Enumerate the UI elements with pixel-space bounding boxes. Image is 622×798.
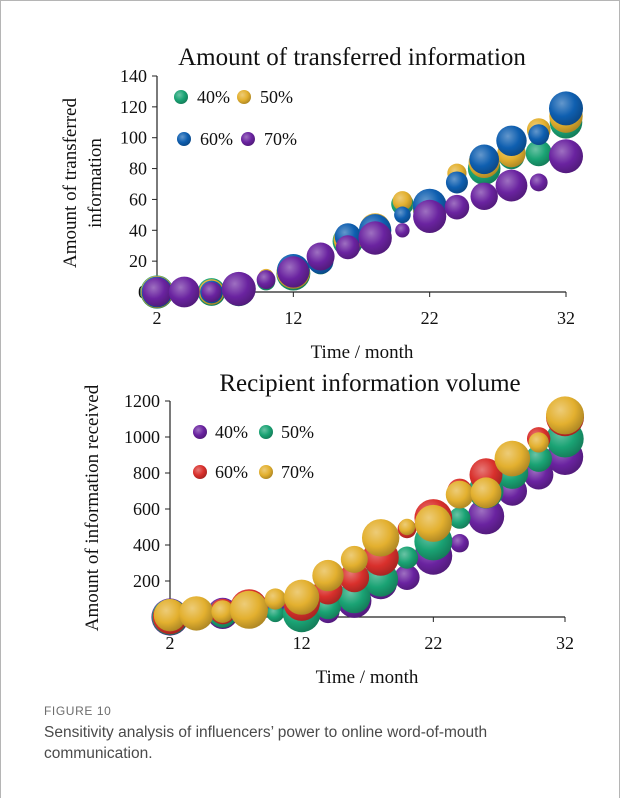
data-point — [395, 546, 419, 569]
legend-marker — [241, 132, 255, 146]
data-point — [266, 604, 285, 623]
data-point — [142, 277, 172, 307]
data-point — [528, 432, 549, 453]
y-tick-label: 80 — [129, 159, 147, 179]
data-point — [470, 477, 502, 509]
data-point — [394, 206, 411, 224]
y-tick-label: 400 — [133, 535, 160, 555]
legend-label: 50% — [281, 422, 314, 442]
y-tick-label: 60 — [129, 189, 147, 209]
data-point — [395, 223, 410, 238]
y-tick-label: 20 — [129, 251, 147, 271]
legend-label: 70% — [264, 129, 297, 149]
data-point — [525, 140, 552, 167]
legend-marker — [259, 465, 273, 479]
data-point — [230, 590, 268, 629]
y-tick-label: 40 — [129, 220, 147, 240]
data-point — [528, 124, 550, 146]
data-point — [201, 282, 222, 302]
legend-label: 40% — [197, 87, 230, 107]
legend-marker — [177, 132, 191, 146]
x-tick-label: 32 — [556, 633, 574, 653]
y-tick-label: 100 — [120, 128, 147, 148]
data-point — [277, 256, 310, 288]
chart1-plot: 020406080100120140212223240%50%60%70% — [120, 66, 583, 328]
legend-label: 50% — [260, 87, 293, 107]
legend-marker — [193, 425, 207, 439]
x-tick-label: 32 — [557, 308, 575, 328]
data-point — [284, 579, 320, 615]
data-point — [392, 191, 413, 211]
chart1-ylabel-line1: Amount of transferred — [60, 98, 81, 268]
legend-marker — [174, 90, 188, 104]
data-point — [448, 507, 471, 529]
data-point — [494, 440, 531, 477]
x-tick-label: 22 — [421, 308, 439, 328]
data-point — [340, 545, 368, 573]
y-tick-label: 800 — [133, 463, 160, 483]
figure-caption-text: Sensitivity analysis of influencers’ pow… — [44, 724, 488, 762]
data-point — [444, 194, 470, 220]
legend-label: 60% — [215, 462, 248, 482]
data-point — [445, 480, 474, 509]
y-tick-label: 120 — [120, 97, 147, 117]
chart2-plot: 020040060080010001200212223240%50%60%70% — [124, 391, 584, 653]
data-point — [470, 182, 498, 211]
data-point — [450, 534, 469, 553]
legend-marker — [237, 90, 251, 104]
figure-plots: Amount of transferred information Time /… — [60, 44, 584, 688]
chart1-xlabel: Time / month — [311, 342, 414, 363]
data-point — [306, 242, 335, 271]
data-point — [546, 396, 584, 435]
chart1-title: Amount of transferred information — [178, 44, 526, 71]
data-point — [549, 91, 583, 126]
y-tick-label: 1000 — [124, 427, 160, 447]
x-tick-label: 2 — [166, 633, 175, 653]
chart2-title: Recipient information volume — [219, 370, 520, 397]
data-point — [221, 271, 256, 306]
data-point — [413, 199, 447, 233]
legend-marker — [193, 465, 207, 479]
figure-caption: FIGURE 10 Sensitivity analysis of influe… — [44, 704, 584, 764]
data-point — [549, 139, 583, 174]
data-point — [312, 559, 344, 592]
data-point — [168, 276, 200, 308]
data-point — [445, 171, 468, 194]
data-point — [525, 445, 552, 472]
chart1-ylabel: Amount of transferred information — [60, 98, 106, 268]
data-point — [467, 498, 505, 535]
data-point — [495, 169, 528, 202]
chart1-ylabel-line2: information — [85, 138, 106, 228]
data-point — [398, 518, 416, 536]
data-point — [211, 600, 234, 623]
data-point — [335, 235, 360, 260]
legend-label: 70% — [281, 462, 314, 482]
data-point — [264, 588, 286, 610]
figure-label: FIGURE 10 — [44, 704, 112, 718]
x-tick-label: 2 — [153, 308, 162, 328]
chart2-xlabel: Time / month — [316, 667, 419, 688]
y-tick-label: 600 — [133, 499, 160, 519]
data-point — [153, 599, 187, 632]
data-point — [469, 144, 500, 175]
data-point — [414, 504, 452, 542]
data-point — [179, 596, 214, 631]
data-point — [361, 519, 400, 557]
y-tick-label: 200 — [133, 571, 160, 591]
data-point — [496, 125, 527, 156]
legend-marker — [259, 425, 273, 439]
y-tick-label: 1200 — [124, 391, 160, 411]
x-tick-label: 12 — [284, 308, 302, 328]
data-point — [529, 173, 548, 192]
x-tick-label: 12 — [293, 633, 311, 653]
legend-label: 40% — [215, 422, 248, 442]
data-point — [394, 564, 420, 591]
x-tick-label: 22 — [424, 633, 442, 653]
chart2-ylabel: Amount of information received — [82, 384, 103, 631]
y-tick-label: 140 — [120, 66, 147, 86]
data-point — [256, 270, 276, 290]
data-point — [358, 221, 392, 255]
legend-label: 60% — [200, 129, 233, 149]
